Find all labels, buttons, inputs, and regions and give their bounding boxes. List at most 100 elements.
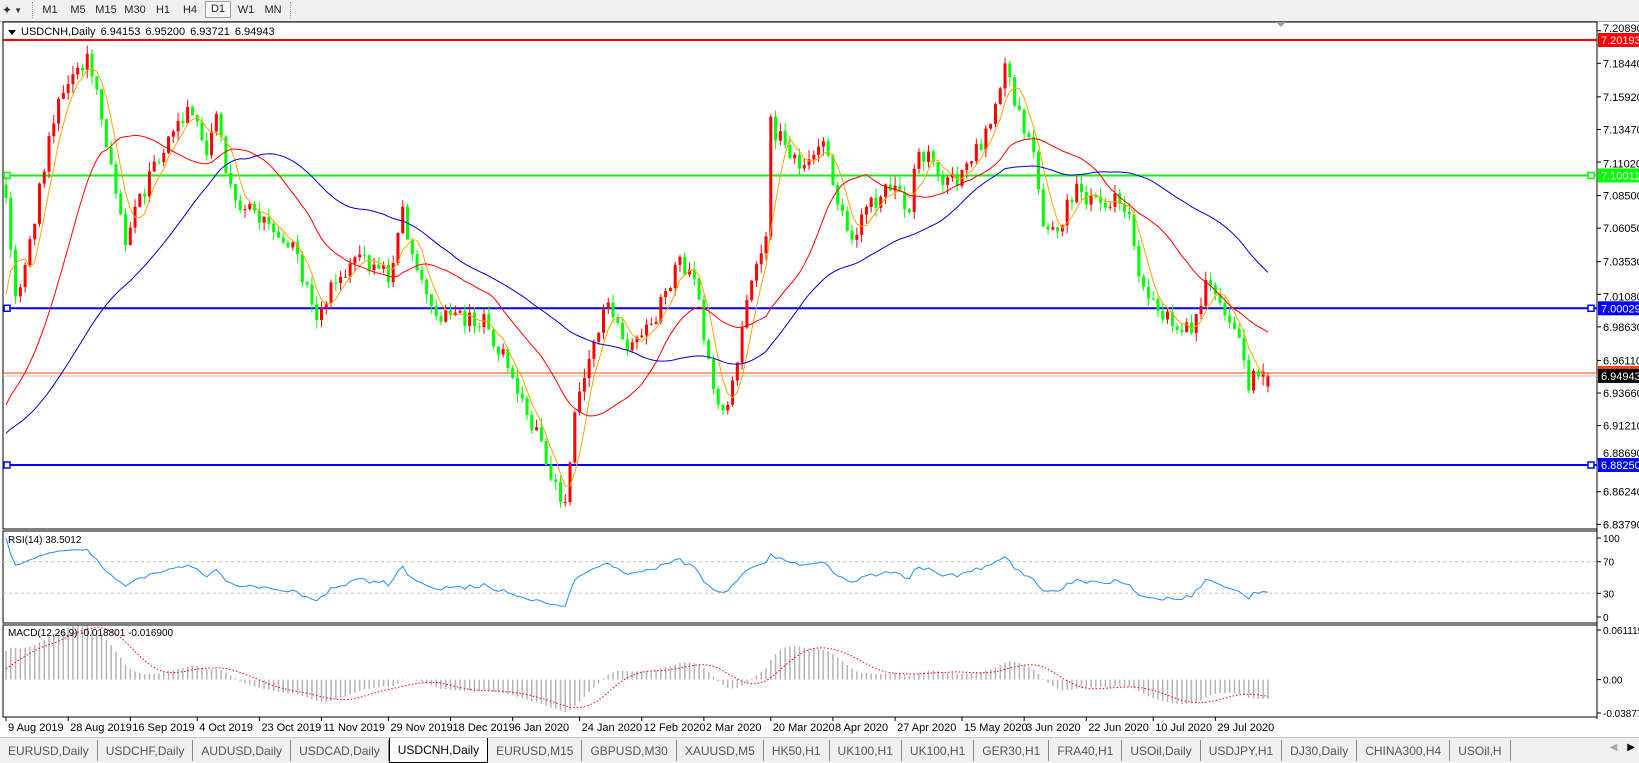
candle-body — [1008, 63, 1012, 78]
candle-body — [1070, 199, 1074, 203]
candle-body — [907, 209, 911, 213]
date-tick-label: 9 Aug 2019 — [8, 722, 64, 734]
tab-uk100-h1[interactable]: UK100,H1 — [902, 740, 975, 761]
tab-eurusd-daily[interactable]: EURUSD,Daily — [0, 740, 98, 761]
timeframe-d1[interactable]: D1 — [205, 1, 231, 18]
candle-body — [382, 264, 386, 269]
rsi-tick-label: 100 — [1603, 534, 1620, 545]
tab-china300-h4[interactable]: CHINA300,H4 — [1357, 740, 1451, 761]
candle-body — [296, 242, 300, 255]
timeframe-m30[interactable]: M30 — [124, 4, 146, 16]
line-handle — [3, 171, 11, 180]
candle-body — [831, 155, 835, 185]
tab-audusd-daily[interactable]: AUDUSD,Daily — [193, 740, 292, 761]
price-tick-label: 7.01080 — [1603, 291, 1639, 303]
tab-dj30-daily[interactable]: DJ30,Daily — [1282, 740, 1358, 761]
price-tick-label: 7.15920 — [1603, 92, 1639, 104]
candle-body — [18, 287, 22, 297]
candle-body — [1170, 311, 1174, 327]
candle-body — [1041, 189, 1045, 227]
rsi-tick-label: 30 — [1603, 589, 1615, 600]
line-tool-button[interactable]: ✦ ▼ — [2, 2, 26, 18]
rsi-line — [5, 537, 1268, 607]
candle-body — [970, 161, 974, 164]
tab-ger30-h1[interactable]: GER30,H1 — [974, 740, 1050, 761]
price-tick-label: 6.86240 — [1603, 487, 1639, 499]
timeframe-m1[interactable]: M1 — [42, 4, 58, 16]
candle-body — [750, 280, 754, 301]
high-value: 6.95200 — [145, 26, 186, 38]
tab-usoil-h[interactable]: USOil,H — [1450, 740, 1511, 761]
close-value: 6.94943 — [234, 26, 275, 38]
candle-body — [678, 256, 682, 265]
candle-body — [664, 291, 668, 298]
candle-body — [1118, 193, 1122, 204]
candle-body — [993, 104, 997, 125]
candle-body — [578, 391, 582, 413]
timeframe-h1[interactable]: H1 — [155, 4, 171, 16]
timeframe-m15[interactable]: M15 — [95, 4, 117, 16]
candle-body — [1204, 280, 1208, 306]
candle-body — [1075, 183, 1079, 203]
timeframe-w1[interactable]: W1 — [237, 4, 255, 16]
tab-usdjpy-h1[interactable]: USDJPY,H1 — [1201, 740, 1283, 761]
candle-body — [305, 282, 309, 285]
candle-body — [1142, 276, 1146, 288]
candle-body — [635, 337, 639, 343]
candle-body — [530, 414, 534, 431]
chart-window[interactable]: 7.20890 7.18440 7.15920 7.13470 7.11020 7.085… — [0, 0, 1639, 737]
candle-body — [243, 209, 247, 211]
candle-body — [912, 168, 916, 213]
tab-fra40-h1[interactable]: FRA40,H1 — [1049, 740, 1123, 761]
timeframe-h4[interactable]: H4 — [182, 4, 198, 16]
tab-gbpusd-m30[interactable]: GBPUSD,M30 — [582, 740, 677, 761]
candle-body — [802, 165, 806, 169]
candle-body — [1132, 214, 1136, 246]
candle-body — [1209, 280, 1213, 285]
candle-body — [1013, 77, 1017, 106]
candle-body — [525, 398, 529, 415]
chart-shift-marker-icon — [1275, 22, 1286, 27]
candle-body — [535, 427, 539, 431]
candle-body — [1056, 227, 1060, 232]
toolbar-separator — [32, 2, 33, 18]
candle-body — [692, 269, 696, 279]
candle-body — [917, 152, 921, 169]
collapse-triangle-icon[interactable] — [8, 29, 16, 35]
candle-body — [1080, 183, 1083, 192]
tab-usoil-daily[interactable]: USOil,Daily — [1122, 740, 1201, 761]
tab-usdchf-daily[interactable]: USDCHF,Daily — [98, 740, 194, 761]
timeframe-mn[interactable]: MN — [264, 4, 282, 16]
candle-body — [291, 242, 295, 248]
candle-body — [1051, 227, 1055, 230]
line-tool-icon: ✦ — [2, 3, 13, 17]
candle-body — [386, 264, 390, 283]
candle-body — [544, 440, 548, 465]
tab-scroll-right-icon[interactable]: ▶ — [1627, 742, 1635, 753]
timeframe-m5[interactable]: M5 — [70, 4, 86, 16]
candle-body — [262, 216, 266, 223]
candle-body — [229, 172, 233, 185]
tab-xauusd-m5[interactable]: XAUUSD,M5 — [677, 740, 764, 761]
tab-usdcad-daily[interactable]: USDCAD,Daily — [291, 740, 389, 761]
chart-canvas[interactable]: 7.20890 7.18440 7.15920 7.13470 7.11020 7.085… — [0, 0, 1639, 737]
price-tick-label: 7.18440 — [1603, 58, 1639, 70]
candle-body — [128, 227, 132, 245]
tab-eurusd-m15[interactable]: EURUSD,M15 — [488, 740, 583, 761]
candle-body — [979, 144, 983, 150]
candle-body — [4, 184, 8, 198]
tab-uk100-h1[interactable]: UK100,H1 — [830, 740, 902, 761]
date-tick-label: 10 Jul 2020 — [1155, 722, 1212, 734]
candle-body — [1108, 206, 1112, 208]
candle-body — [233, 184, 237, 201]
tab-hk50-h1[interactable]: HK50,H1 — [764, 740, 830, 761]
tab-usdcnh-daily[interactable]: USDCNH,Daily — [388, 738, 489, 763]
candle-body — [874, 197, 878, 208]
ma-medium-line — [5, 134, 1269, 417]
candle-body — [630, 342, 634, 351]
tab-scroll-left-icon[interactable]: ◀ — [1609, 742, 1618, 753]
candle-body — [1180, 329, 1184, 332]
candle-body — [401, 206, 405, 234]
candle-body — [1237, 328, 1241, 339]
candle-body — [984, 128, 988, 150]
